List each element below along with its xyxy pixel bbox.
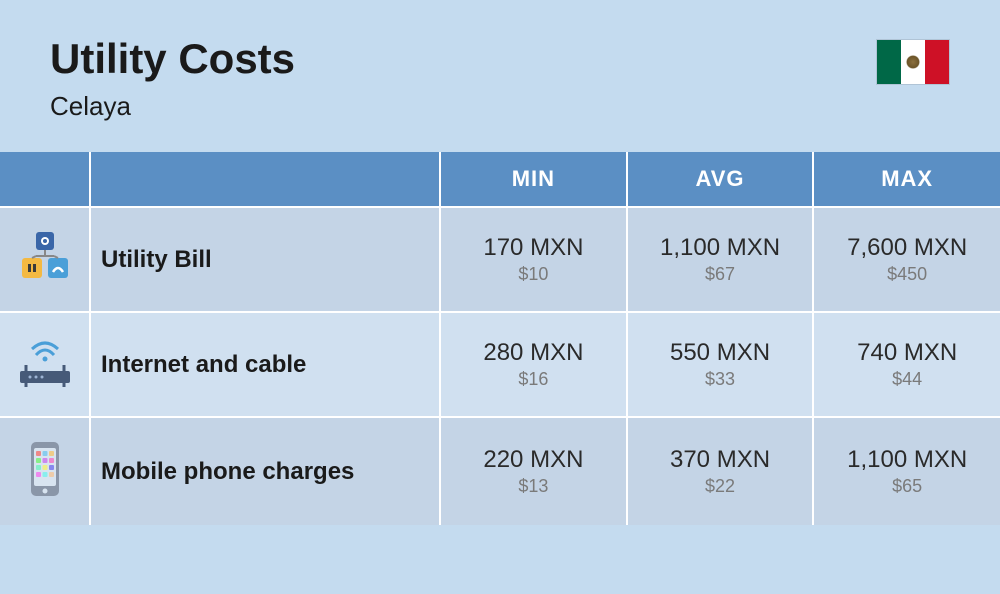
- col-header-icon: [0, 152, 90, 207]
- primary-value: 550 MXN: [638, 339, 803, 367]
- secondary-value: $450: [824, 264, 990, 285]
- secondary-value: $22: [638, 476, 803, 497]
- utility-costs-table: MIN AVG MAX: [0, 152, 1000, 525]
- secondary-value: $33: [638, 369, 803, 390]
- secondary-value: $10: [451, 264, 616, 285]
- primary-value: 1,100 MXN: [824, 446, 990, 474]
- secondary-value: $16: [451, 369, 616, 390]
- secondary-value: $13: [451, 476, 616, 497]
- table-row: Internet and cable 280 MXN $16 550 MXN $…: [0, 312, 1000, 417]
- row-label: Internet and cable: [90, 312, 440, 417]
- router-icon: [16, 335, 74, 394]
- mexico-flag-icon: [876, 39, 950, 85]
- title-block: Utility Costs Celaya: [50, 35, 295, 122]
- row-icon-cell: [0, 207, 90, 312]
- primary-value: 170 MXN: [451, 234, 616, 262]
- primary-value: 1,100 MXN: [638, 234, 803, 262]
- cell-avg: 1,100 MXN $67: [627, 207, 814, 312]
- table-row: Mobile phone charges 220 MXN $13 370 MXN…: [0, 417, 1000, 525]
- row-label: Utility Bill: [90, 207, 440, 312]
- col-header-label: [90, 152, 440, 207]
- cell-avg: 370 MXN $22: [627, 417, 814, 525]
- primary-value: 740 MXN: [824, 339, 990, 367]
- header: Utility Costs Celaya: [0, 0, 1000, 152]
- primary-value: 280 MXN: [451, 339, 616, 367]
- cell-min: 170 MXN $10: [440, 207, 627, 312]
- cell-avg: 550 MXN $33: [627, 312, 814, 417]
- row-icon-cell: [0, 417, 90, 525]
- secondary-value: $67: [638, 264, 803, 285]
- table-header-row: MIN AVG MAX: [0, 152, 1000, 207]
- col-header-max: MAX: [813, 152, 1000, 207]
- col-header-min: MIN: [440, 152, 627, 207]
- cell-min: 280 MXN $16: [440, 312, 627, 417]
- primary-value: 7,600 MXN: [824, 234, 990, 262]
- row-icon-cell: [0, 312, 90, 417]
- table-row: Utility Bill 170 MXN $10 1,100 MXN $67 7…: [0, 207, 1000, 312]
- primary-value: 370 MXN: [638, 446, 803, 474]
- page-subtitle: Celaya: [50, 91, 295, 122]
- secondary-value: $44: [824, 369, 990, 390]
- cell-max: 7,600 MXN $450: [813, 207, 1000, 312]
- utility-bill-icon: [18, 230, 72, 289]
- mobile-phone-icon: [25, 440, 65, 503]
- primary-value: 220 MXN: [451, 446, 616, 474]
- cell-max: 740 MXN $44: [813, 312, 1000, 417]
- secondary-value: $65: [824, 476, 990, 497]
- cell-min: 220 MXN $13: [440, 417, 627, 525]
- row-label: Mobile phone charges: [90, 417, 440, 525]
- cell-max: 1,100 MXN $65: [813, 417, 1000, 525]
- page-title: Utility Costs: [50, 35, 295, 83]
- col-header-avg: AVG: [627, 152, 814, 207]
